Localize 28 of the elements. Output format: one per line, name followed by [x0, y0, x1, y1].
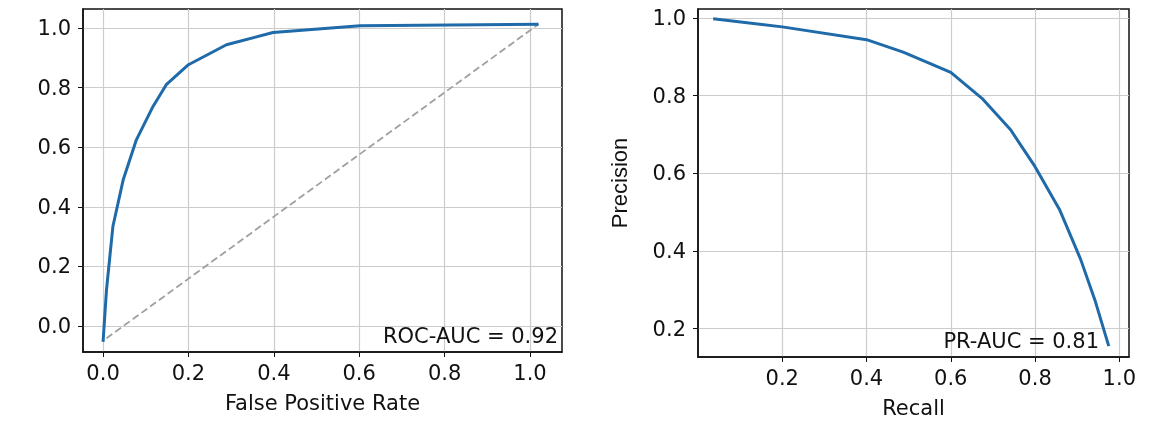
x-tick-label: 0.2	[765, 365, 799, 390]
x-tick-label: 0.2	[171, 360, 206, 385]
y-tick-label: 1.0	[652, 5, 686, 30]
x-axis-title: False Positive Rate	[224, 390, 421, 415]
annotation: ROC-AUC = 0.92	[383, 323, 559, 348]
y-tick-label: 0.6	[37, 135, 71, 160]
y-tick-label: 1.0	[37, 16, 71, 41]
y-tick-label: 0.2	[37, 254, 71, 279]
x-tick-label: 0.0	[86, 360, 120, 385]
y-tick-label: 0.8	[37, 75, 71, 100]
x-tick-label: 0.4	[849, 365, 884, 390]
y-tick-label: 0.4	[652, 238, 686, 263]
annotation: PR-AUC = 0.81	[943, 328, 1099, 353]
x-tick-label: 0.6	[934, 365, 968, 390]
x-tick-label: 0.4	[257, 360, 291, 385]
x-tick-label: 1.0	[1102, 365, 1137, 390]
line-series	[711, 17, 1111, 348]
y-tick-label: 0.0	[37, 314, 71, 339]
x-tick-label: 0.6	[342, 360, 376, 385]
y-tick-label: 0.8	[652, 83, 686, 108]
x-tick-label: 0.8	[427, 360, 462, 385]
y-axis-title: Precision	[606, 137, 632, 229]
x-tick-label: 0.8	[1018, 365, 1052, 390]
y-tick-label: 0.4	[37, 194, 71, 219]
y-tick-label: 0.6	[652, 161, 686, 186]
y-tick-label: 0.2	[652, 316, 686, 341]
x-tick-label: 1.0	[513, 360, 547, 385]
x-axis-title: Recall	[882, 395, 945, 420]
